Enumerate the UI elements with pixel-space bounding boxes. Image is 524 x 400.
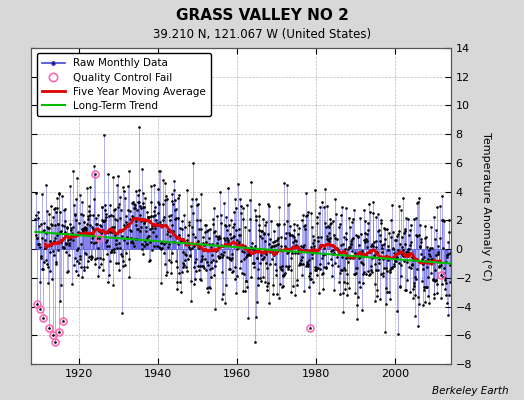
- Text: Berkeley Earth: Berkeley Earth: [432, 386, 508, 396]
- Y-axis label: Temperature Anomaly (°C): Temperature Anomaly (°C): [482, 132, 492, 280]
- Legend: Raw Monthly Data, Quality Control Fail, Five Year Moving Average, Long-Term Tren: Raw Monthly Data, Quality Control Fail, …: [37, 53, 211, 116]
- Text: GRASS VALLEY NO 2: GRASS VALLEY NO 2: [176, 8, 348, 23]
- Text: 39.210 N, 121.067 W (United States): 39.210 N, 121.067 W (United States): [153, 28, 371, 41]
